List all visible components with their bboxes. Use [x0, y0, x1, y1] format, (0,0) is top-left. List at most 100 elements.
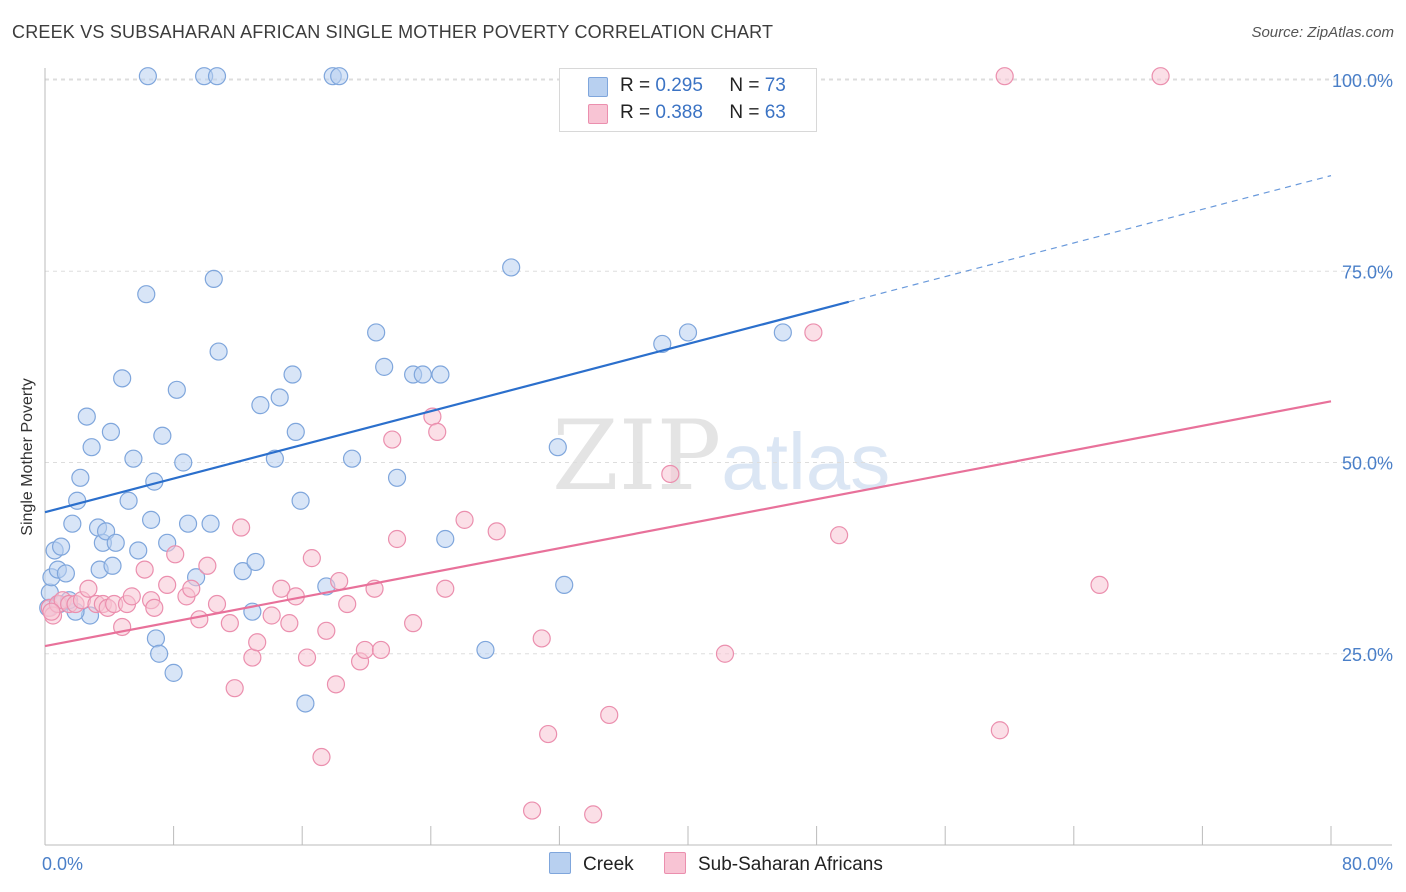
trend-layer: [44, 175, 1332, 648]
ssa-point: [539, 724, 558, 744]
ssa-point: [145, 598, 164, 617]
creek-point: [167, 380, 186, 399]
creek-point: [436, 529, 455, 549]
legend-n-value: 73: [764, 75, 786, 96]
ssa-points: [40, 67, 1170, 824]
creek-point: [106, 533, 125, 552]
source-label: Source: ZipAtlas.com: [1251, 24, 1394, 41]
ssa-point: [584, 805, 603, 824]
creek-point: [146, 629, 166, 648]
bottom-legend-ssa: Sub-Saharan Africans: [664, 852, 883, 876]
creek-point: [367, 323, 386, 342]
legend-stats-creek: R = 0.295 N = 73: [620, 75, 786, 97]
watermark-zip: ZIP: [552, 400, 722, 512]
creek-point: [502, 258, 521, 277]
ssa-point: [166, 545, 185, 564]
legend-swatch-creek: [588, 77, 608, 97]
ssa-point: [42, 602, 61, 621]
creek-point: [178, 514, 198, 533]
creek-point: [101, 422, 121, 441]
legend-r-value: 0.295: [655, 75, 703, 96]
creek-point: [246, 552, 265, 572]
creek-point: [270, 388, 289, 407]
ssa-point: [182, 579, 201, 598]
ssa-point: [220, 614, 239, 633]
creek-point: [375, 357, 394, 376]
ssa-point: [830, 526, 849, 545]
creek-point: [82, 438, 101, 457]
ssa-point: [330, 571, 349, 591]
y-tick-label: 100.0%: [1332, 71, 1393, 91]
ssa-point: [262, 606, 281, 625]
axis-layer: [44, 68, 1392, 846]
ssa-point: [387, 529, 407, 549]
legend-n-value: 63: [764, 102, 786, 123]
legend-r-label: R =: [620, 102, 651, 123]
ssa-point: [317, 621, 336, 640]
bottom-legend-swatch-ssa: [664, 852, 686, 874]
watermark: ZIPatlas: [552, 400, 890, 512]
creek-point: [63, 514, 82, 533]
y-tick-label: 75.0%: [1342, 262, 1393, 282]
creek-point: [51, 537, 71, 556]
ssa-point: [312, 747, 331, 767]
creek-point: [71, 468, 90, 487]
creek-point: [291, 491, 310, 510]
ssa-point: [190, 610, 209, 629]
legend-r-value: 0.388: [655, 102, 703, 123]
creek-point: [413, 365, 432, 384]
creek-point: [431, 365, 450, 384]
ssa-point: [232, 518, 251, 537]
ssa-point: [487, 522, 506, 541]
ssa-point: [661, 464, 680, 484]
ssa-point: [326, 675, 346, 694]
ssa-point: [297, 648, 317, 667]
ssa-point: [135, 560, 154, 579]
creek-trend-line: [44, 300, 850, 514]
creek-points: [39, 67, 792, 713]
ssa-point: [79, 579, 98, 598]
creek-trend-extension: [848, 175, 1332, 303]
creek-point: [141, 510, 161, 529]
ssa-point: [302, 549, 321, 568]
creek-point: [251, 396, 270, 415]
creek-point: [150, 644, 169, 663]
creek-point: [77, 407, 96, 426]
bottom-legend-creek: Creek: [549, 852, 634, 876]
creek-point: [209, 342, 228, 361]
legend-swatch-ssa: [588, 104, 608, 124]
creek-point: [476, 640, 495, 660]
creek-point: [265, 449, 284, 468]
ssa-point: [804, 323, 823, 342]
ssa-point: [715, 644, 735, 663]
ssa-point: [280, 614, 299, 633]
creek-point: [153, 426, 172, 445]
chart-title: CREEK VS SUBSAHARAN AFRICAN SINGLE MOTHE…: [12, 22, 774, 42]
y-tick-label: 50.0%: [1342, 454, 1393, 474]
ssa-point: [383, 430, 402, 449]
ssa-point: [338, 594, 357, 614]
ssa-point: [995, 67, 1014, 86]
creek-point: [56, 564, 75, 583]
creek-point: [283, 365, 302, 384]
creek-point: [207, 67, 227, 86]
ssa-trend-line: [44, 400, 1332, 648]
creek-point: [119, 491, 138, 510]
creek-point: [124, 449, 143, 468]
creek-point: [137, 285, 156, 304]
ssa-point: [436, 579, 455, 598]
ssa-point: [404, 614, 423, 633]
y-tick-label: 25.0%: [1342, 645, 1393, 665]
creek-point: [387, 468, 407, 487]
ssa-point: [455, 510, 474, 529]
ssa-point: [207, 594, 227, 614]
ssa-point: [355, 640, 374, 660]
ssa-point: [225, 679, 244, 698]
ssa-point: [600, 705, 619, 725]
creek-point: [548, 438, 567, 457]
creek-point: [286, 422, 305, 441]
bottom-legend-swatch-creek: [549, 852, 571, 874]
creek-point: [68, 491, 87, 510]
creek-point: [129, 541, 148, 560]
